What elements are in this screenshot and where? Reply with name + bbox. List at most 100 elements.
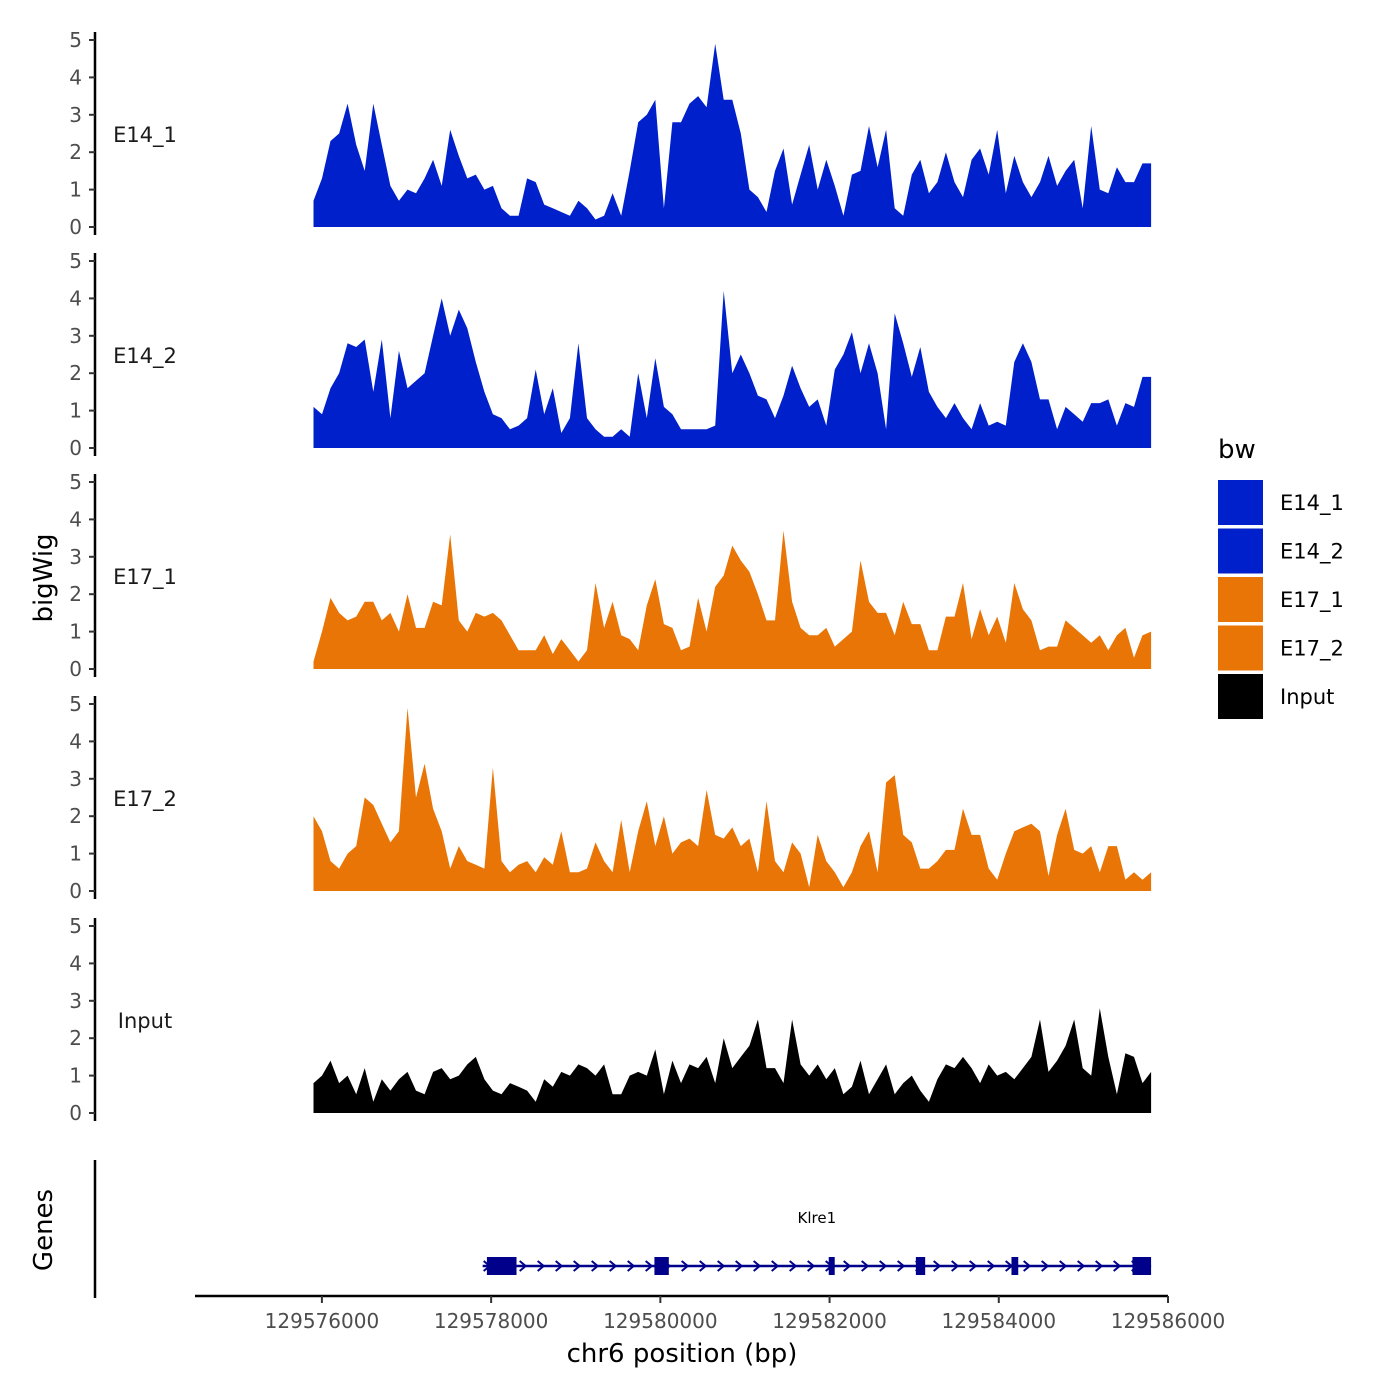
legend-swatch [1218, 577, 1263, 622]
legend-label: E17_2 [1280, 637, 1344, 662]
strand-arrow [897, 1260, 906, 1272]
legend-swatch [1218, 625, 1263, 671]
y-tick-label: 5 [69, 914, 82, 938]
strand-arrow [951, 1260, 960, 1272]
y-tick-label: 1 [69, 842, 82, 866]
legend-swatch [1218, 528, 1263, 574]
x-tick-label: 129576000 [265, 1309, 380, 1333]
y-tick-label: 1 [69, 620, 82, 644]
gene-exon [915, 1257, 926, 1275]
y-tick-label: 2 [69, 804, 82, 828]
gene-exon [828, 1257, 835, 1275]
strand-arrow [609, 1260, 618, 1272]
y-tick-label: 5 [69, 28, 82, 52]
legend-label: Input [1280, 685, 1334, 709]
legend-label: E17_1 [1280, 588, 1344, 613]
legend-swatch [1218, 674, 1263, 719]
y-tick-label: 5 [69, 249, 82, 273]
strand-arrow [699, 1260, 708, 1272]
strand-arrow [1113, 1260, 1122, 1272]
y-tick-label: 3 [69, 103, 82, 127]
legend-entry-e14_1: E14_1 [1218, 480, 1344, 525]
track-panel-input: 0 1 2 3 4 5 Input [69, 914, 1152, 1125]
legend-label: E14_1 [1280, 491, 1344, 516]
strand-arrow [627, 1260, 636, 1272]
y-tick-label: 3 [69, 545, 82, 569]
y-tick-label: 0 [69, 215, 82, 239]
signal-area-e17_2 [313, 707, 1152, 891]
x-tick-label: 129586000 [1111, 1309, 1226, 1333]
signal-area-e14_2 [313, 290, 1152, 448]
gene-exon [654, 1257, 669, 1275]
legend-entries: E14_1 E14_2 E17_1 E17_2 Input [1218, 480, 1344, 719]
y-tick-label: 4 [69, 65, 82, 89]
y-tick-label: 3 [69, 767, 82, 791]
y-tick-label: 2 [69, 361, 82, 385]
y-tick-label: 1 [69, 399, 82, 423]
track-panel-e17_1: 0 1 2 3 4 5 E17_1 [69, 470, 1152, 681]
y-tick-label: 4 [69, 951, 82, 975]
x-tick-label: 129580000 [603, 1309, 718, 1333]
x-tick-label: 129582000 [772, 1309, 887, 1333]
y-tick-label: 4 [69, 286, 82, 310]
track-panel-e14_2: 0 1 2 3 4 5 E14_2 [69, 249, 1152, 460]
y-tick-label: 1 [69, 178, 82, 202]
x-tick-label: 129584000 [942, 1309, 1057, 1333]
track-label-e14_2: E14_2 [113, 344, 177, 369]
y-tick-label: 5 [69, 692, 82, 716]
track-panels: 0 1 2 3 4 5 E14_1 0 1 2 3 4 5 E14_2 0 1 2 3 4 5 E17_1 0 1 2 3 4 5 E… [69, 28, 1152, 1125]
y-tick-label: 2 [69, 1026, 82, 1050]
strand-arrow [717, 1260, 726, 1272]
x-tick-label: 129578000 [434, 1309, 549, 1333]
strand-arrow [591, 1260, 600, 1272]
strand-arrow [933, 1260, 942, 1272]
y-tick-label: 3 [69, 324, 82, 348]
legend-entry-e17_1: E17_1 [1218, 577, 1344, 622]
strand-arrow [1023, 1260, 1032, 1272]
track-label-e17_2: E17_2 [113, 787, 177, 812]
y-tick-label: 0 [69, 436, 82, 460]
strand-arrow [735, 1260, 744, 1272]
y-tick-label: 0 [69, 657, 82, 681]
gene-panel-title: Genes [29, 1189, 59, 1271]
strand-arrow [771, 1260, 780, 1272]
signal-area-e14_1 [313, 43, 1152, 228]
strand-arrow [879, 1260, 888, 1272]
legend-entry-input: Input [1218, 674, 1334, 719]
strand-arrow [555, 1260, 564, 1272]
y-tick-label: 3 [69, 989, 82, 1013]
gene-label: Klre1 [798, 1209, 837, 1227]
strand-arrow [843, 1260, 852, 1272]
y-axis-title: bigWig [29, 533, 59, 622]
gene-panel: Klre1 [93, 1160, 1152, 1298]
legend-title: bw [1218, 435, 1256, 465]
y-tick-label: 2 [69, 140, 82, 164]
strand-arrow [753, 1260, 762, 1272]
y-tick-label: 5 [69, 470, 82, 494]
strand-arrow [789, 1260, 798, 1272]
y-tick-label: 2 [69, 582, 82, 606]
strand-arrow [537, 1260, 546, 1272]
strand-arrow [573, 1260, 582, 1272]
strand-arrow [645, 1260, 654, 1272]
y-tick-label: 0 [69, 879, 82, 903]
strand-arrow [987, 1260, 996, 1272]
y-tick-label: 1 [69, 1064, 82, 1088]
strand-arrow [969, 1260, 978, 1272]
legend-entry-e14_2: E14_2 [1218, 528, 1344, 574]
track-label-e14_1: E14_1 [113, 123, 177, 148]
track-panel-e14_1: 0 1 2 3 4 5 E14_1 [69, 28, 1152, 239]
strand-arrow [519, 1260, 528, 1272]
legend-swatch [1218, 480, 1263, 525]
y-tick-label: 0 [69, 1101, 82, 1125]
strand-arrow [1095, 1260, 1104, 1272]
legend-label: E14_2 [1280, 540, 1344, 565]
strand-arrow [861, 1260, 870, 1272]
signal-area-input [313, 1008, 1152, 1113]
strand-arrow [1041, 1260, 1050, 1272]
legend-entry-e17_2: E17_2 [1218, 625, 1344, 671]
track-label-input: Input [118, 1009, 172, 1033]
y-tick-label: 4 [69, 729, 82, 753]
y-tick-label: 4 [69, 507, 82, 531]
